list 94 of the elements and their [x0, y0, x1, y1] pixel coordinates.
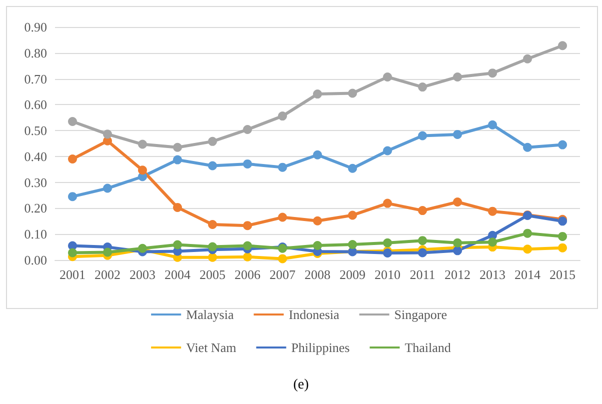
x-tick-label: 2002 [94, 267, 120, 282]
point [138, 140, 147, 149]
point [243, 159, 252, 168]
point [523, 54, 532, 64]
x-tick-label: 2004 [164, 267, 191, 282]
x-tick-label: 2005 [200, 267, 226, 282]
point [103, 184, 112, 193]
text: (e) [293, 378, 310, 392]
point [313, 90, 322, 99]
point [173, 240, 182, 250]
x-tick-label: 2003 [130, 267, 156, 282]
point [488, 206, 497, 216]
point [278, 254, 287, 264]
point [103, 130, 112, 139]
point [488, 238, 497, 247]
x-tick-label: 2010 [374, 267, 400, 282]
point [348, 164, 357, 173]
point [313, 216, 322, 226]
legend-label: Thailand [404, 340, 452, 355]
point [348, 210, 357, 220]
point [208, 136, 217, 146]
y-tick-label: 0.00 [24, 252, 47, 268]
point [243, 221, 252, 230]
point [243, 241, 252, 250]
x-tick-label: 2014 [514, 267, 541, 282]
point [208, 242, 217, 252]
point [208, 161, 217, 170]
point [278, 212, 287, 222]
x-tick-label: 2012 [444, 267, 470, 282]
legend-label: Indonesia [288, 307, 340, 322]
point [173, 142, 182, 152]
point [68, 192, 77, 202]
y-tick-label: 0.30 [24, 174, 47, 190]
point [348, 240, 357, 249]
x-tick-label: 2011 [410, 267, 436, 282]
x-tick-label: 2007 [270, 267, 296, 282]
y-tick-label: 0.20 [24, 200, 47, 216]
point [383, 72, 392, 82]
point [383, 198, 392, 208]
point [173, 202, 182, 212]
point [103, 248, 112, 257]
x-tick-label: 2015 [550, 267, 576, 282]
point [418, 248, 427, 258]
point [313, 241, 322, 250]
point [348, 88, 357, 98]
y-tick-label: 0.70 [24, 71, 47, 86]
point [68, 116, 77, 126]
point [418, 82, 427, 92]
point [173, 155, 182, 164]
point [383, 238, 392, 248]
point [453, 130, 462, 139]
point [418, 206, 427, 216]
x-tick-label: 2001 [60, 267, 86, 282]
y-tick-label: 0.60 [24, 97, 47, 112]
x-tick-label: 2013 [480, 267, 506, 282]
y-tick-label: 0.50 [24, 123, 47, 138]
point [278, 162, 287, 172]
point [68, 248, 77, 258]
y-tick-label: 0.90 [24, 20, 47, 34]
point [453, 72, 462, 82]
point [453, 198, 462, 207]
point [558, 232, 567, 241]
point [453, 238, 462, 248]
legend-label: Viet Nam [186, 340, 236, 355]
point [523, 142, 532, 152]
point [558, 243, 567, 252]
point [523, 228, 532, 238]
legend-label: Malaysia [186, 307, 234, 322]
point [208, 252, 217, 262]
x-tick-label: 2006 [234, 267, 261, 282]
point [278, 112, 287, 121]
point [138, 166, 147, 175]
point [523, 244, 532, 254]
point [558, 140, 567, 150]
point [383, 146, 392, 156]
legend-label: Philippines [291, 340, 350, 355]
x-tick-label: 2009 [340, 267, 366, 282]
point [383, 248, 392, 258]
y-tick-label: 0.80 [24, 45, 47, 60]
point [558, 41, 567, 50]
point [68, 154, 77, 164]
point [243, 252, 252, 262]
point [418, 236, 427, 246]
point [313, 150, 322, 160]
y-tick-label: 0.40 [24, 148, 47, 164]
x-tick-label: 2008 [304, 267, 330, 282]
point [453, 246, 462, 256]
point [243, 125, 252, 134]
point [488, 68, 497, 78]
point [418, 131, 427, 140]
legend-label: Singapore [394, 307, 448, 322]
point [208, 220, 217, 230]
y-tick-label: 0.10 [24, 226, 47, 242]
point [488, 120, 497, 130]
